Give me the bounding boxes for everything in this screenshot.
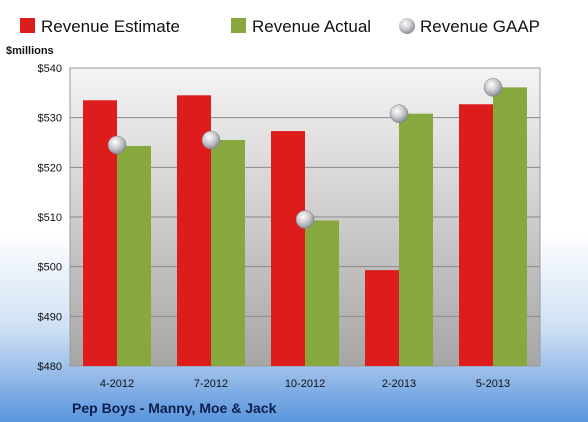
- x-tick-label: 7-2012: [194, 378, 228, 390]
- gaap-markers: [107, 78, 503, 229]
- legend-label-actual: Revenue Actual: [252, 17, 371, 36]
- legend-swatch-estimate: [20, 18, 35, 33]
- gaap-marker: [389, 104, 409, 123]
- y-tick-label: $520: [38, 162, 62, 174]
- estimate-bar: [459, 104, 493, 367]
- gaap-marker: [295, 210, 315, 229]
- gaap-marker: [483, 78, 503, 97]
- company-name: Pep Boys - Manny, Moe & Jack: [72, 400, 277, 416]
- legend-label-estimate: Revenue Estimate: [41, 17, 180, 36]
- actual-bar: [493, 87, 527, 367]
- x-axis-ticks: 4-2012 7-2012 10-2012 2-2013 5-2013: [100, 378, 510, 390]
- gaap-marker: [107, 135, 127, 155]
- legend: Revenue Estimate Revenue Actual Revenue …: [20, 17, 540, 36]
- actual-bar: [305, 220, 339, 366]
- y-tick-label: $540: [38, 63, 62, 75]
- legend-marker-gaap: [399, 18, 415, 34]
- actual-bar: [399, 113, 433, 367]
- y-tick-label: $500: [38, 262, 62, 274]
- legend-swatch-actual: [231, 18, 246, 33]
- y-tick-label: $530: [38, 113, 62, 125]
- x-tick-label: 4-2012: [100, 378, 134, 390]
- actual-bar: [117, 145, 151, 366]
- actual-bar: [211, 140, 245, 366]
- y-tick-label: $490: [38, 311, 62, 323]
- gaap-marker: [201, 130, 221, 150]
- x-tick-label: 2-2013: [382, 378, 416, 390]
- estimate-bar: [365, 270, 399, 366]
- legend-label-gaap: Revenue GAAP: [420, 17, 540, 36]
- y-tick-label: $480: [38, 361, 62, 373]
- y-tick-label: $510: [38, 212, 62, 224]
- x-tick-label: 5-2013: [476, 378, 510, 390]
- estimate-bar: [271, 131, 305, 366]
- y-axis-ticks: $480 $490 $500 $510 $520 $530 $540: [38, 63, 62, 373]
- y-axis-unit-label: $millions: [6, 45, 54, 57]
- x-tick-label: 10-2012: [285, 378, 325, 390]
